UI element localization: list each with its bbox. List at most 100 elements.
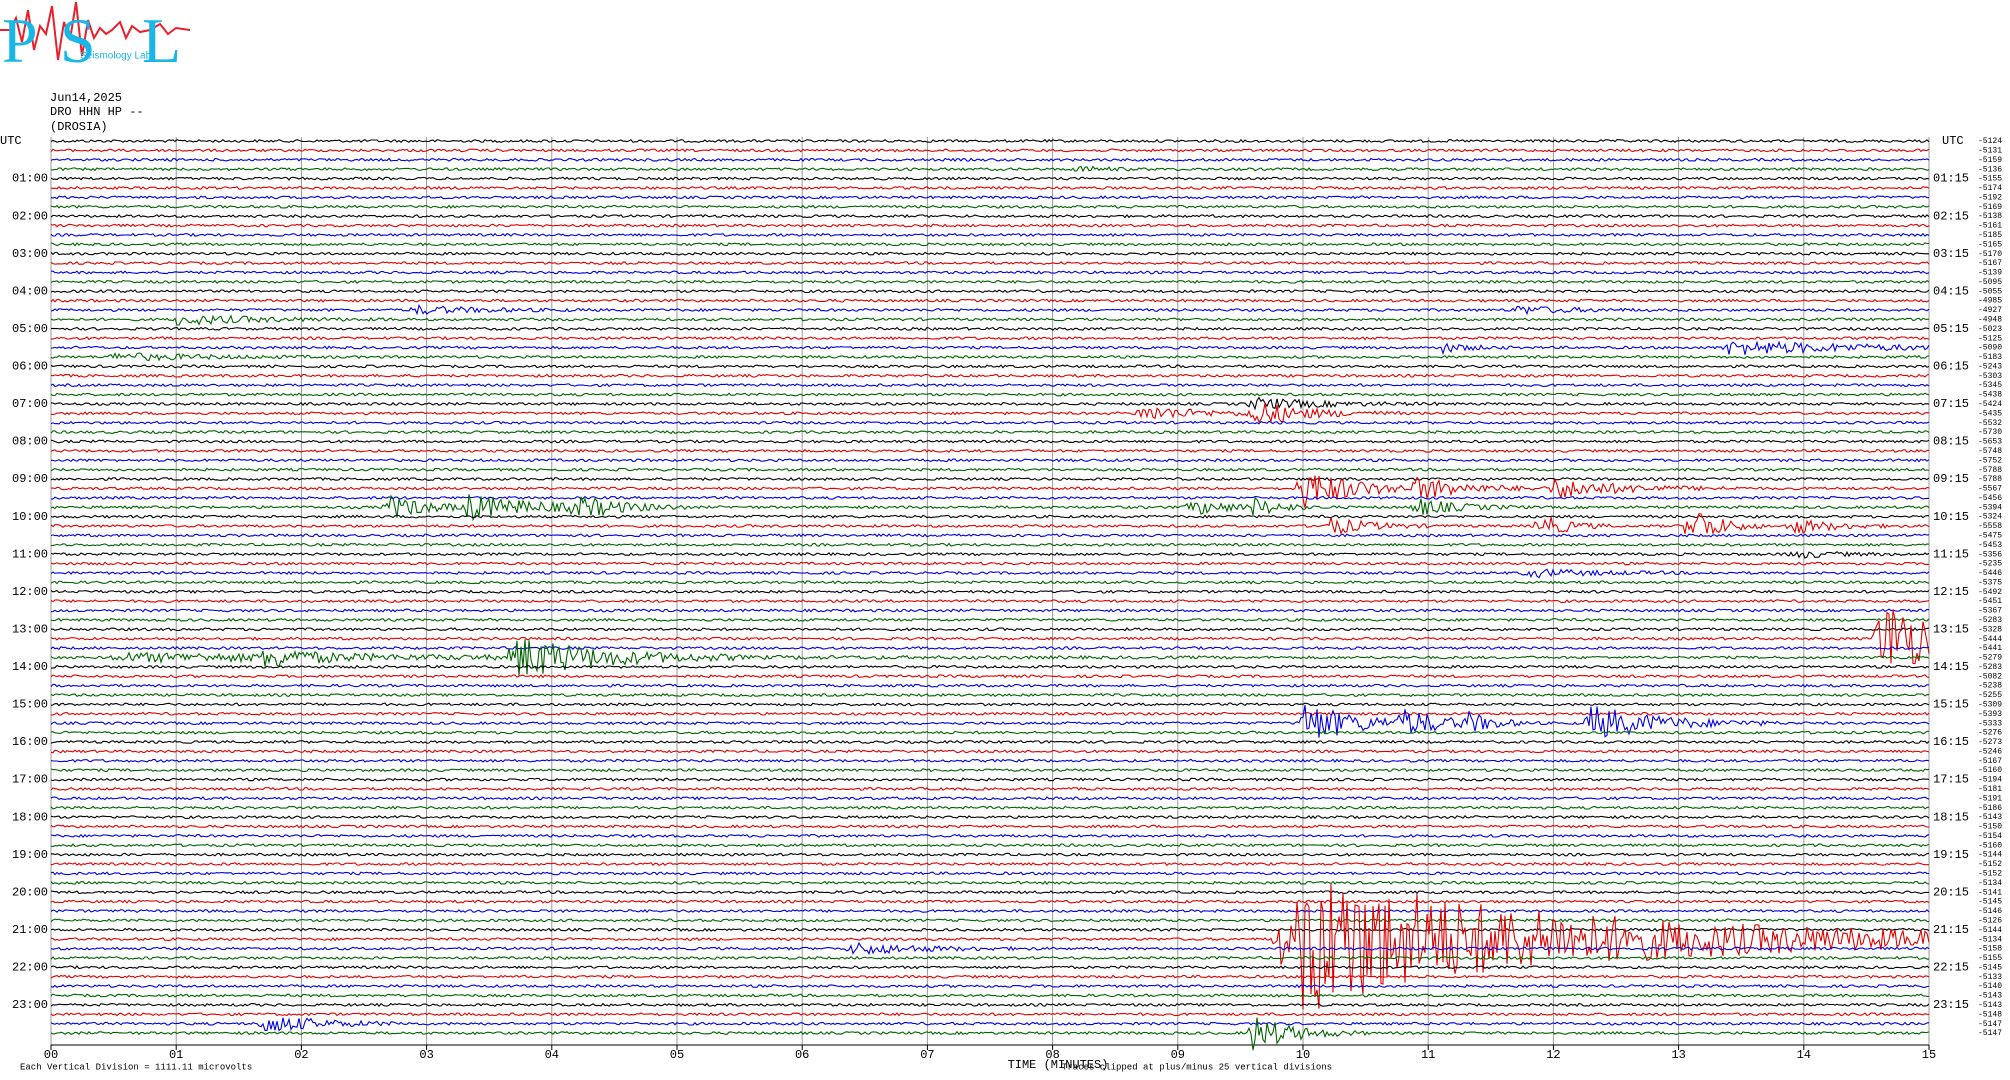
trace	[51, 165, 1930, 173]
hour-label-left: 10:00	[12, 510, 48, 524]
trace-offset: -5159	[1978, 156, 2002, 165]
trace	[50, 514, 1930, 519]
trace-offset: -5532	[1978, 419, 2002, 428]
hour-label-right: 16:15	[1933, 735, 1969, 749]
trace-offset: -5424	[1978, 400, 2002, 409]
trace-offset: -5139	[1978, 269, 2002, 278]
trace-offset: -5356	[1978, 550, 2002, 559]
hour-label-left: 09:00	[12, 472, 48, 486]
trace	[50, 692, 1930, 698]
trace	[50, 984, 1930, 989]
hour-label-left: 17:00	[12, 773, 48, 787]
trace-offset: -5375	[1978, 578, 2002, 587]
trace-offset: -5143	[1978, 992, 2002, 1001]
trace-offset: -5255	[1978, 691, 2002, 700]
trace	[50, 739, 1930, 745]
trace-offset: -5023	[1978, 325, 2002, 334]
trace-offset: -5169	[1978, 203, 2002, 212]
station: (DROSIA)	[50, 120, 108, 134]
x-tick-label: 15	[1922, 1048, 1936, 1062]
trace-offset: -5273	[1978, 738, 2002, 747]
trace	[50, 373, 1930, 378]
trace-offset: -4985	[1978, 297, 2002, 306]
hour-label-right: 18:15	[1933, 810, 1969, 824]
trace-offset: -5283	[1978, 616, 2002, 625]
trace-offset: -5152	[1978, 870, 2002, 879]
logo: P S L Seismology Lab	[0, 1, 191, 76]
trace	[50, 1017, 1930, 1051]
trace	[50, 176, 1930, 181]
trace-offset: -5492	[1978, 588, 2002, 597]
hour-label-right: 10:15	[1933, 510, 1969, 524]
trace	[50, 352, 1930, 362]
trace	[50, 941, 1930, 956]
trace	[50, 448, 1929, 454]
trace	[50, 550, 1930, 559]
trace	[50, 458, 1930, 463]
trace-offset: -5788	[1978, 475, 2002, 484]
trace-offset: -5165	[1978, 240, 2002, 249]
trace-offset: -5303	[1978, 372, 2002, 381]
trace	[50, 204, 1930, 209]
hour-label-left: 23:00	[12, 998, 48, 1012]
trace-offset: -5444	[1978, 635, 2002, 644]
trace	[50, 420, 1930, 425]
trace-offset: -5145	[1978, 898, 2002, 907]
trace	[50, 608, 1930, 613]
trace	[50, 213, 1930, 219]
trace	[50, 157, 1930, 162]
trace-offset: -5183	[1978, 353, 2002, 362]
logo-wave	[0, 1, 191, 61]
hour-label-left: 06:00	[12, 360, 48, 374]
hour-label-left: 08:00	[12, 435, 48, 449]
traces	[50, 138, 1930, 1051]
hour-label-left: 14:00	[12, 660, 48, 674]
scale-note: Each Vertical Division = 1111.11 microvo…	[20, 1062, 252, 1072]
trace-offset: -5134	[1978, 935, 2002, 944]
hour-label-left: 15:00	[12, 698, 48, 712]
hour-label-right: 14:15	[1933, 660, 1969, 674]
trace	[50, 364, 1930, 369]
trace	[50, 609, 1930, 665]
trace-offset: -5146	[1978, 907, 2002, 916]
trace	[50, 805, 1930, 810]
trace-offset: -5191	[1978, 794, 2002, 803]
hour-label-left: 21:00	[12, 923, 48, 937]
trace-offset: -5185	[1978, 231, 2002, 240]
trace-offset: -5435	[1978, 409, 2002, 418]
trace-offset: -5276	[1978, 729, 2002, 738]
trace	[50, 880, 1930, 885]
trace	[50, 730, 1929, 735]
trace-offset: -5155	[1978, 954, 2002, 963]
trace	[50, 232, 1930, 238]
hour-label-right: 20:15	[1933, 885, 1969, 899]
trace-offset: -5143	[1978, 813, 2002, 822]
trace-offset: -5283	[1978, 663, 2002, 672]
logo-caption: Seismology Lab	[80, 51, 152, 62]
date: Jun14,2025	[50, 91, 122, 105]
trace	[50, 927, 1930, 932]
trace-offset: -5126	[1978, 916, 2002, 925]
trace-offset: -5143	[1978, 1001, 2002, 1010]
hour-label-right: 23:15	[1933, 998, 1969, 1012]
hour-label-right: 04:15	[1933, 284, 1969, 298]
x-tick-label: 01	[169, 1048, 183, 1062]
trace	[50, 476, 1930, 482]
trace-offset: -5441	[1978, 644, 2002, 653]
hour-label-left: 01:00	[12, 172, 48, 186]
trace	[50, 674, 1930, 679]
hour-label-left: 03:00	[12, 247, 48, 261]
trace	[50, 430, 1930, 435]
trace-offset: -5147	[1978, 1020, 2002, 1029]
trace	[50, 561, 1930, 566]
trace	[50, 702, 1930, 707]
trace-offset: -5333	[1978, 719, 2002, 728]
trace	[50, 883, 1930, 1010]
trace	[50, 852, 1930, 857]
trace	[50, 279, 1930, 284]
hour-label-right: 09:15	[1933, 472, 1969, 486]
trace-offset: -5124	[1978, 137, 2002, 146]
hour-label-right: 05:15	[1933, 322, 1969, 336]
trace-offset: -5095	[1978, 278, 2002, 287]
